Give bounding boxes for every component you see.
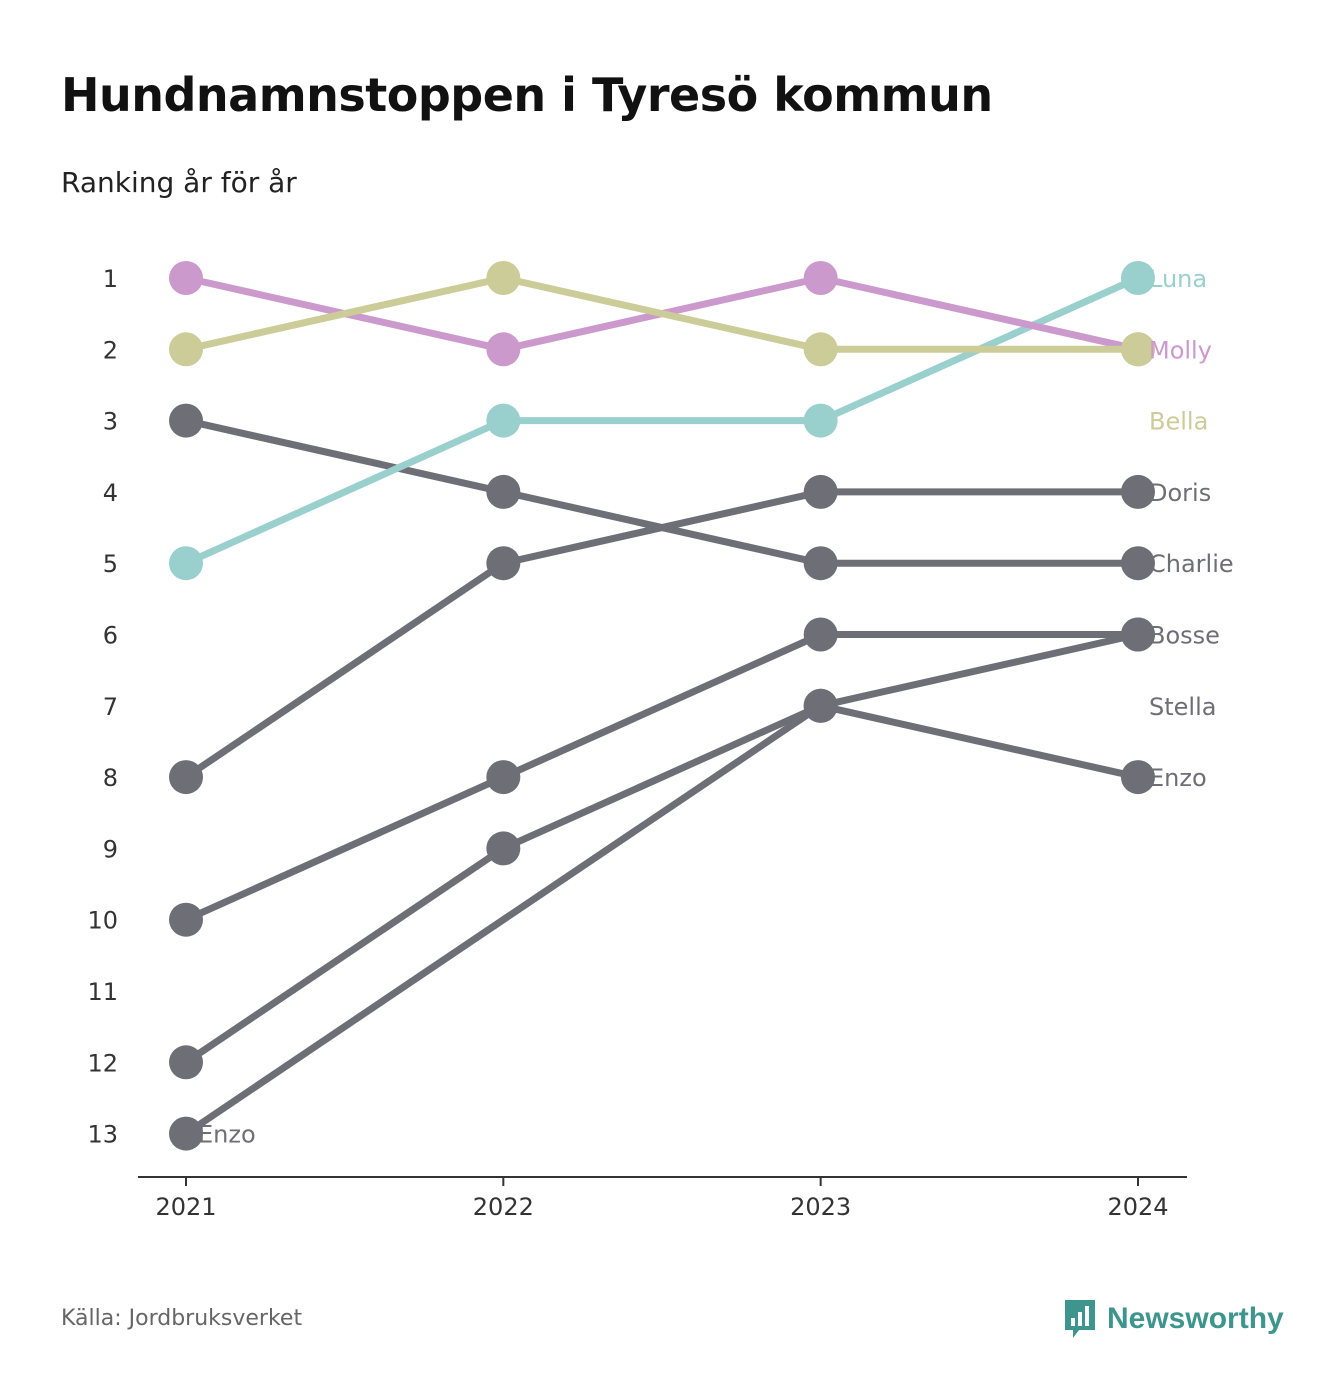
data-point-luna-2021 <box>169 546 203 581</box>
data-point-luna-2024 <box>1120 261 1155 295</box>
brand-name: Newsworthy <box>1107 1302 1284 1335</box>
y-tick-label: 6 <box>103 622 118 650</box>
end-label-bosse: Bosse <box>1149 622 1220 650</box>
data-point-bella-2021 <box>169 332 203 367</box>
data-point-doris-2023 <box>803 474 838 509</box>
data-point-molly-2021 <box>169 261 203 295</box>
data-point-charlie-2021 <box>169 403 203 438</box>
y-tick-label: 9 <box>103 835 118 863</box>
data-point-bosse-2023 <box>803 617 838 652</box>
source-note: Källa: Jordbruksverket <box>61 1306 303 1331</box>
end-label-bella: Bella <box>1149 408 1208 436</box>
data-point-charlie-2024 <box>1120 546 1155 581</box>
data-point-bella-2022 <box>486 261 521 295</box>
data-point-molly-2022 <box>486 332 521 367</box>
y-tick-label: 11 <box>87 978 118 1006</box>
y-tick-label: 1 <box>103 265 118 293</box>
series-line-enzo <box>182 702 1142 1138</box>
series-line-bosse <box>182 631 1142 924</box>
x-tick-label: 2022 <box>473 1193 534 1221</box>
data-point-luna-2022 <box>486 403 521 438</box>
y-tick-label: 8 <box>103 764 118 792</box>
y-tick-label: 2 <box>103 336 118 364</box>
end-label-molly: Molly <box>1149 336 1212 364</box>
data-point-doris-2024 <box>1120 474 1155 509</box>
data-point-charlie-2023 <box>803 546 838 581</box>
data-point-stella-2024 <box>1120 617 1155 652</box>
data-point-charlie-2022 <box>486 474 521 509</box>
brand-logo[interactable]: Newsworthy <box>1063 1298 1284 1340</box>
data-point-bosse-2021 <box>169 902 203 937</box>
data-point-bella-2024 <box>1120 332 1155 367</box>
y-tick-label: 7 <box>103 693 118 721</box>
chart-title: Hundnamnstoppen i Tyresö kommun <box>61 68 993 122</box>
data-point-doris-2022 <box>486 546 521 581</box>
data-point-bella-2023 <box>803 332 838 367</box>
data-point-enzo-2024 <box>1120 760 1155 795</box>
data-point-bosse-2022 <box>486 760 521 795</box>
data-point-stella-2022 <box>486 831 521 866</box>
series-line-charlie <box>182 417 1142 567</box>
data-point-molly-2023 <box>803 261 838 295</box>
y-tick-label: 10 <box>87 907 118 935</box>
chart-subtitle: Ranking år för år <box>61 166 297 199</box>
x-tick-label: 2024 <box>1107 1193 1168 1221</box>
y-tick-label: 3 <box>103 408 118 436</box>
series-line-bella <box>182 274 1142 353</box>
data-point-enzo-2021 <box>169 1116 203 1151</box>
newsworthy-logo-icon <box>1065 1300 1095 1338</box>
end-label-stella: Stella <box>1149 693 1216 721</box>
end-label-enzo: Enzo <box>1149 764 1207 792</box>
data-point-stella-2021 <box>169 1045 203 1080</box>
end-label-luna: Luna <box>1149 265 1207 293</box>
y-tick-label: 12 <box>87 1049 118 1077</box>
data-point-enzo-2023 <box>803 688 838 723</box>
series-line-stella <box>182 631 1142 1066</box>
start-label-enzo: Enzo <box>198 1121 256 1149</box>
end-label-doris: Doris <box>1149 479 1211 507</box>
end-label-charlie: Charlie <box>1149 550 1234 578</box>
y-tick-label: 5 <box>103 550 118 578</box>
data-point-doris-2021 <box>169 760 203 795</box>
y-tick-label: 4 <box>103 479 118 507</box>
x-tick-label: 2021 <box>155 1193 216 1221</box>
data-point-luna-2023 <box>803 403 838 438</box>
x-tick-label: 2023 <box>790 1193 851 1221</box>
y-tick-label: 13 <box>87 1121 118 1149</box>
